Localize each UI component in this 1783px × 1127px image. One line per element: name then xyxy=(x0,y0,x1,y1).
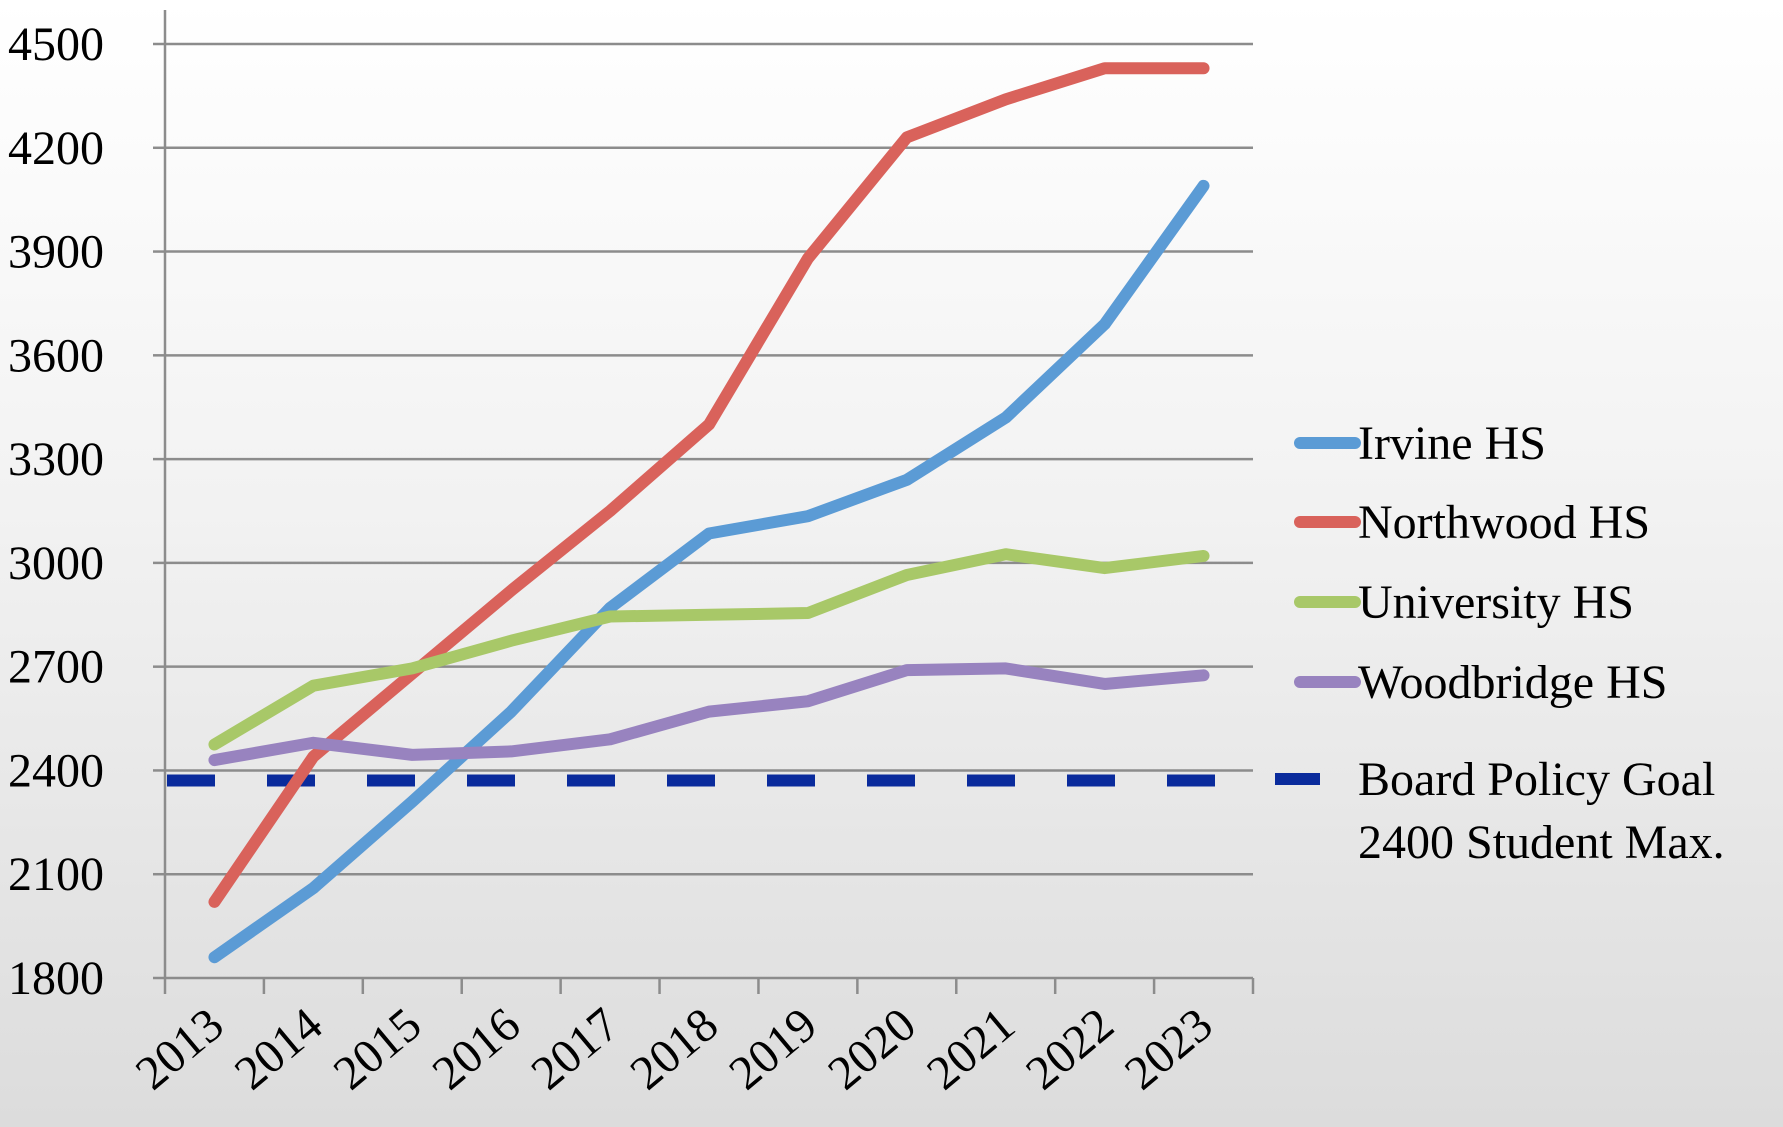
y-tick-label: 4500 xyxy=(8,18,104,71)
series-line-irvine-hs xyxy=(208,179,1210,964)
legend-label: Northwood HS xyxy=(1358,496,1650,549)
x-tick-label: 2023 xyxy=(1115,998,1223,1100)
series-lines xyxy=(208,62,1210,964)
data-point-university-hs xyxy=(312,685,314,687)
data-point-northwood-hs xyxy=(609,510,611,512)
x-tick-label: 2017 xyxy=(522,998,630,1100)
x-tick-label: 2018 xyxy=(620,998,728,1100)
data-point-irvine-hs xyxy=(807,515,809,517)
y-tick-label: 3600 xyxy=(8,329,104,382)
y-tick-label: 3000 xyxy=(8,537,104,590)
data-point-woodbridge-hs xyxy=(510,750,512,752)
data-point-woodbridge-hs xyxy=(1005,667,1007,669)
data-point-woodbridge-hs xyxy=(708,711,710,713)
x-tick-label: 2013 xyxy=(126,998,234,1100)
data-point-university-hs xyxy=(609,616,611,618)
data-point-northwood-hs xyxy=(1005,98,1007,100)
y-tick-label: 3300 xyxy=(8,433,104,486)
data-point-northwood-hs xyxy=(807,257,809,259)
x-tick-label: 2015 xyxy=(324,998,432,1100)
data-point-university-hs xyxy=(411,667,413,669)
data-point-university-hs xyxy=(906,574,908,576)
data-point-irvine-hs xyxy=(708,532,710,534)
data-point-northwood-hs xyxy=(708,424,710,426)
gridlines xyxy=(165,42,1253,876)
data-point-woodbridge-hs xyxy=(906,669,908,671)
data-point-university-hs xyxy=(1005,553,1007,555)
y-tick-label: 1800 xyxy=(8,952,104,1005)
legend-label: University HS xyxy=(1358,576,1634,629)
data-point-woodbridge-hs xyxy=(1104,683,1106,685)
x-tick-label: 2019 xyxy=(719,998,827,1100)
data-point-university-hs xyxy=(807,612,809,614)
x-tick-label: 2021 xyxy=(917,998,1025,1100)
data-point-northwood-hs xyxy=(510,590,512,592)
axes xyxy=(153,10,1255,994)
data-point-irvine-hs xyxy=(510,711,512,713)
y-tick-label: 3900 xyxy=(8,226,104,279)
data-point-irvine-hs xyxy=(411,801,413,803)
data-point-woodbridge-hs xyxy=(213,759,215,761)
legend-label-reference-line1: Board Policy Goal xyxy=(1358,753,1715,806)
y-axis-tick-labels: 1800 2100 2400 2700 3000 3300 3600 3900 4200 4500 xyxy=(8,18,104,1005)
data-point-northwood-hs xyxy=(312,756,314,758)
legend-label: Woodbridge HS xyxy=(1358,656,1667,709)
data-point-woodbridge-hs xyxy=(609,738,611,740)
data-point-northwood-hs xyxy=(1203,67,1205,69)
data-point-university-hs xyxy=(510,640,512,642)
data-point-irvine-hs xyxy=(312,887,314,889)
y-tick-label: 4200 xyxy=(8,122,104,175)
legend: Irvine HS Northwood HS University HS Woodbr… xyxy=(1275,417,1725,869)
x-tick-label: 2016 xyxy=(423,998,531,1100)
data-point-northwood-hs xyxy=(213,901,215,903)
y-tick-label: 2700 xyxy=(8,641,104,694)
data-point-irvine-hs xyxy=(906,479,908,481)
data-point-university-hs xyxy=(213,744,215,745)
y-tick-label: 2100 xyxy=(8,848,104,901)
data-point-irvine-hs xyxy=(1005,417,1007,419)
data-point-university-hs xyxy=(708,614,710,616)
data-point-irvine-hs xyxy=(213,956,215,958)
x-tick-label: 2022 xyxy=(1016,998,1124,1100)
x-tick-label: 2014 xyxy=(225,998,333,1100)
data-point-university-hs xyxy=(1104,567,1106,569)
data-point-woodbridge-hs xyxy=(807,700,809,702)
data-point-irvine-hs xyxy=(1203,185,1205,187)
y-tick-label: 2400 xyxy=(8,744,104,797)
data-point-woodbridge-hs xyxy=(312,742,314,744)
legend-label: Irvine HS xyxy=(1358,417,1546,470)
data-point-irvine-hs xyxy=(609,607,611,609)
data-point-northwood-hs xyxy=(1104,67,1106,69)
x-tick-label: 2020 xyxy=(818,998,926,1100)
data-point-irvine-hs xyxy=(1104,323,1106,325)
x-axis-tick-labels: 2013201420152016201720182019202020212022… xyxy=(126,998,1223,1100)
data-point-northwood-hs xyxy=(906,136,908,138)
data-point-university-hs xyxy=(1203,555,1205,557)
data-point-woodbridge-hs xyxy=(411,754,413,756)
legend-label-reference-line2: 2400 Student Max. xyxy=(1358,816,1725,869)
data-point-woodbridge-hs xyxy=(1203,674,1205,676)
